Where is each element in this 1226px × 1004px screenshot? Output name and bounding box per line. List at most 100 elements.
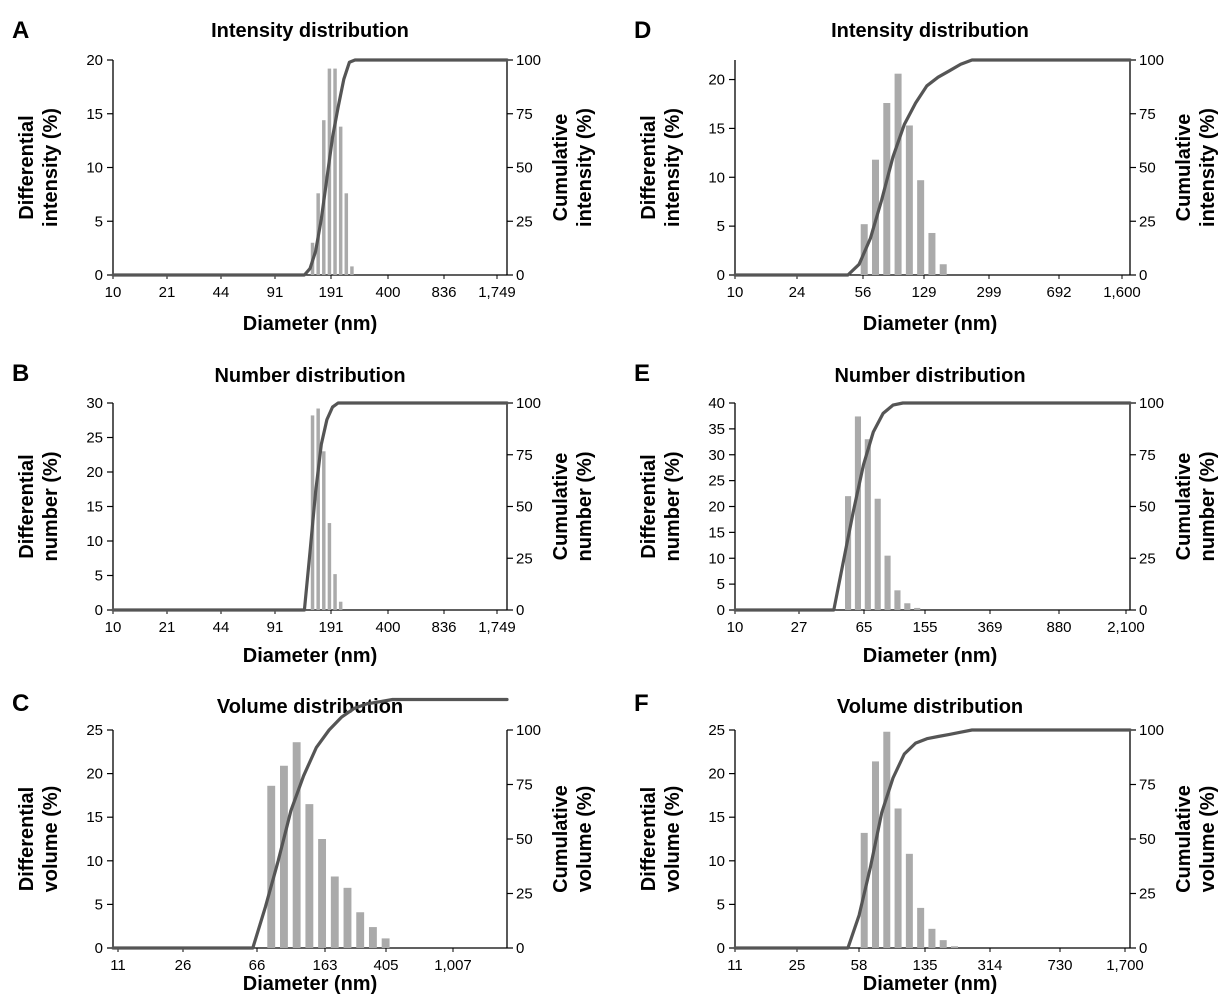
panel-label: D [634, 17, 651, 44]
right-tick-label: 0 [516, 940, 524, 957]
right-tick-label: 0 [516, 267, 524, 284]
left-tick-label: 15 [708, 809, 725, 826]
right-tick-label: 50 [516, 160, 533, 177]
left-tick-label: 0 [95, 267, 103, 284]
x-axis-label: Diameter (nm) [243, 313, 377, 335]
left-tick-label: 10 [708, 853, 725, 870]
chart-title: Number distribution [214, 365, 405, 387]
left-y-axis-label: Differential [638, 115, 660, 219]
right-tick-label: 100 [516, 722, 541, 739]
histogram-bar [338, 601, 343, 610]
right-tick-label: 25 [516, 550, 533, 567]
x-tick-label: 10 [727, 284, 744, 301]
cumulative-line [111, 58, 509, 277]
histogram-bar [845, 496, 852, 610]
x-axis-label: Diameter (nm) [863, 645, 997, 667]
left-tick-label: 15 [86, 106, 103, 123]
left-tick-label: 10 [86, 160, 103, 177]
right-y-axis-label: volume (%) [1197, 786, 1219, 893]
right-y-axis-label: Cumulative [550, 453, 572, 561]
x-axis-label: Diameter (nm) [863, 313, 997, 335]
right-y-axis-label: number (%) [1197, 452, 1219, 562]
panel-label: B [12, 360, 29, 387]
chart-panel-a: A Intensity distribution 0 5 10 15 20 0 25 50 75 10… [12, 17, 596, 335]
histogram-bar [951, 946, 959, 948]
histogram-bar [883, 103, 891, 275]
right-tick-label: 100 [1139, 722, 1164, 739]
x-axis-label: Diameter (nm) [243, 645, 377, 667]
right-y-axis-label: Cumulative [1173, 785, 1195, 893]
right-tick-label: 25 [1139, 550, 1156, 567]
x-tick-label: 91 [267, 284, 284, 301]
x-tick-label: 730 [1047, 957, 1072, 974]
left-tick-label: 0 [717, 267, 725, 284]
left-y-axis-label: Differential [638, 787, 660, 891]
left-tick-label: 20 [708, 499, 725, 516]
left-y-axis-label: number (%) [662, 452, 684, 562]
x-tick-label: 10 [105, 284, 122, 301]
x-tick-label: 2,100 [1107, 619, 1145, 636]
histogram-bar [939, 940, 947, 948]
x-tick-label: 65 [856, 619, 873, 636]
right-tick-label: 50 [516, 499, 533, 516]
left-y-axis-label: number (%) [40, 452, 62, 562]
right-tick-label: 75 [516, 106, 533, 123]
histogram-bar [854, 416, 862, 610]
chart-title: Volume distribution [217, 696, 403, 718]
x-tick-label: 58 [851, 957, 868, 974]
left-tick-label: 15 [708, 120, 725, 137]
chart-panel-b: B Number distribution 0 5 10 15 20 25 30 0 25 50 75 1… [12, 360, 596, 667]
left-tick-label: 10 [86, 853, 103, 870]
right-tick-label: 100 [1139, 52, 1164, 69]
histogram-bar [904, 603, 911, 610]
right-tick-label: 100 [516, 52, 541, 69]
histogram-bar [883, 731, 891, 948]
left-y-axis-label: volume (%) [662, 786, 684, 893]
chart-title: Number distribution [834, 365, 1025, 387]
x-tick-label: 25 [789, 957, 806, 974]
x-tick-label: 299 [976, 284, 1001, 301]
x-tick-label: 405 [373, 957, 398, 974]
cumulative-line [733, 58, 1132, 277]
left-y-axis-label: Differential [16, 115, 38, 219]
x-tick-label: 135 [912, 957, 937, 974]
right-tick-label: 0 [1139, 267, 1147, 284]
left-y-axis-label: intensity (%) [662, 108, 684, 227]
histogram-bar [322, 451, 326, 610]
histogram-bar [327, 523, 332, 610]
x-tick-label: 56 [855, 284, 872, 301]
right-y-axis-label: Cumulative [550, 114, 572, 222]
x-tick-label: 10 [727, 619, 744, 636]
right-tick-label: 100 [516, 395, 541, 412]
right-tick-label: 25 [1139, 213, 1156, 230]
histogram-bar [874, 498, 881, 610]
right-y-axis-label: volume (%) [574, 786, 596, 893]
left-tick-label: 30 [86, 395, 103, 412]
right-y-axis-label: Cumulative [550, 785, 572, 893]
x-tick-label: 191 [318, 284, 343, 301]
histogram-bar [381, 938, 390, 948]
x-tick-label: 11 [727, 957, 743, 974]
x-tick-label: 1,600 [1103, 284, 1141, 301]
chart-panel-c: C Volume distribution 0 5 10 15 20 25 0 25 50 75 100… [12, 690, 596, 995]
left-tick-label: 30 [708, 447, 725, 464]
left-tick-label: 5 [95, 568, 103, 585]
x-tick-label: 11 [110, 957, 126, 974]
histogram-bar [267, 785, 276, 948]
right-y-axis-label: Cumulative [1173, 453, 1195, 561]
x-tick-label: 1,749 [478, 284, 516, 301]
chart-title: Intensity distribution [211, 20, 409, 42]
right-tick-label: 75 [1139, 447, 1156, 464]
x-tick-label: 191 [318, 619, 343, 636]
histogram-bar [905, 853, 913, 948]
histogram-bar [894, 808, 902, 948]
left-y-axis-label: Differential [638, 454, 660, 558]
left-tick-label: 15 [708, 524, 725, 541]
right-tick-label: 50 [1139, 831, 1156, 848]
right-y-axis-label: Cumulative [1173, 114, 1195, 222]
left-tick-label: 5 [95, 896, 103, 913]
histogram-bar [928, 928, 936, 948]
left-tick-label: 25 [86, 430, 103, 447]
left-tick-label: 35 [708, 421, 725, 438]
